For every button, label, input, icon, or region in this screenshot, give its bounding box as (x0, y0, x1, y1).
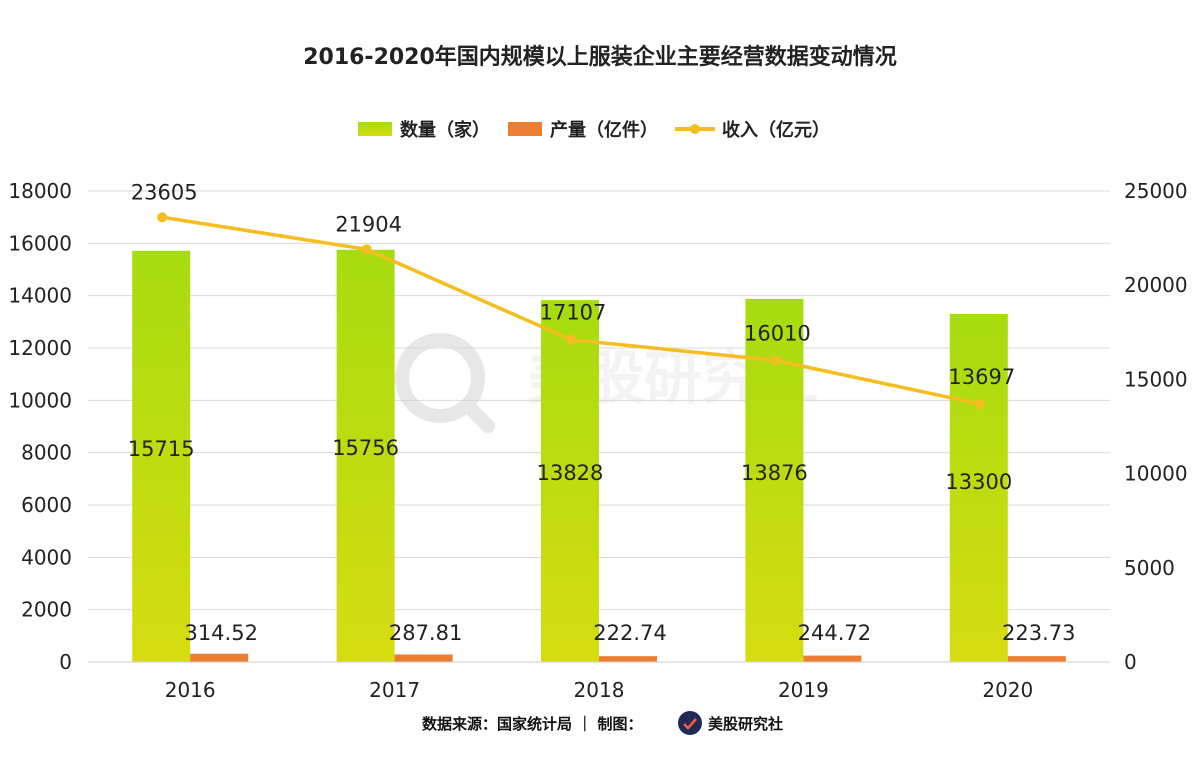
data-label-revenue: 16010 (744, 321, 811, 345)
y-right-tick-label: 25000 (1124, 179, 1188, 203)
y-left-tick-label: 6000 (21, 493, 72, 517)
bar-count (132, 250, 191, 662)
bars (132, 249, 1066, 662)
bar-output (599, 656, 657, 662)
data-label-count: 15756 (332, 436, 399, 460)
bar-output (394, 654, 453, 662)
data-label-output: 222.74 (593, 621, 666, 645)
data-labels: 15715 15756 13828 13876 13300 314.52 287.81 222… (128, 180, 1076, 645)
magnifier-handle-icon (461, 399, 495, 433)
legend-label-revenue: 收入（亿元） (722, 119, 830, 141)
data-label-revenue: 23605 (131, 180, 198, 204)
brand-logo-icon (678, 711, 702, 735)
footer-brand: 美股研究社 (708, 715, 783, 733)
x-tick-label: 2018 (574, 678, 625, 702)
footer-source: 数据来源：国家统计局 ｜ 制图： (422, 715, 642, 733)
y-right-tick-label: 10000 (1124, 462, 1188, 486)
data-label-revenue: 17107 (540, 301, 607, 325)
y-left-tick-label: 18000 (8, 179, 72, 203)
data-label-count: 13828 (537, 461, 604, 485)
x-tick-label: 2017 (369, 678, 420, 702)
chart-title: 2016-2020年国内规模以上服装企业主要经营数据变动情况 (303, 44, 897, 70)
legend-swatch-count (358, 122, 392, 136)
line-series (157, 212, 985, 409)
line-point-revenue (974, 398, 985, 409)
legend: 数量（家） 产量（亿件） 收入（亿元） (358, 119, 830, 141)
legend-label-output: 产量（亿件） (550, 119, 658, 141)
y-right-tick-label: 0 (1124, 650, 1137, 674)
line-point-revenue (566, 334, 576, 345)
line-point-revenue (361, 244, 372, 255)
y-right-tick-label: 5000 (1124, 556, 1175, 580)
y-left-tick-label: 4000 (21, 545, 72, 569)
y-left-tick-label: 8000 (21, 441, 72, 465)
line-point-revenue (157, 212, 168, 223)
data-label-output: 314.52 (184, 621, 257, 645)
bar-count (949, 313, 1008, 662)
legend-label-count: 数量（家） (400, 119, 490, 141)
bar-output (190, 653, 249, 662)
y-left-tick-label: 0 (59, 650, 72, 674)
bar-output (803, 655, 862, 662)
line-point-revenue (770, 355, 781, 366)
data-label-revenue: 13697 (948, 365, 1015, 389)
data-label-count: 13876 (741, 461, 808, 485)
magnifier-chart-icon (395, 333, 485, 423)
data-label-revenue: 21904 (335, 212, 402, 236)
footer: 数据来源：国家统计局 ｜ 制图： 美股研究社 (422, 711, 783, 735)
legend-swatch-output (508, 122, 542, 136)
y-right-tick-label: 15000 (1124, 367, 1188, 391)
y-left-tick-label: 14000 (8, 284, 72, 308)
y-left-tick-label: 10000 (8, 388, 72, 412)
y-left-tick-label: 12000 (8, 336, 72, 360)
axes: 0 2000 4000 6000 8000 10000 12000 14000 16000 180… (8, 179, 1187, 702)
y-left-tick-label: 2000 (21, 598, 72, 622)
x-tick-label: 2020 (982, 678, 1033, 702)
y-right-tick-label: 20000 (1124, 273, 1188, 297)
x-tick-label: 2019 (778, 678, 829, 702)
data-label-count: 13300 (945, 470, 1012, 494)
y-left-tick-label: 16000 (8, 231, 72, 255)
data-label-count: 15715 (128, 437, 195, 461)
data-label-output: 287.81 (389, 621, 462, 645)
data-label-output: 223.73 (1002, 621, 1075, 645)
bar-count (541, 300, 599, 662)
bar-output (1007, 656, 1066, 662)
data-label-output: 244.72 (798, 621, 871, 645)
brand-logo-check-icon (683, 718, 697, 730)
legend-marker-revenue (690, 124, 700, 134)
bar-count (336, 249, 395, 662)
x-tick-label: 2016 (165, 678, 216, 702)
